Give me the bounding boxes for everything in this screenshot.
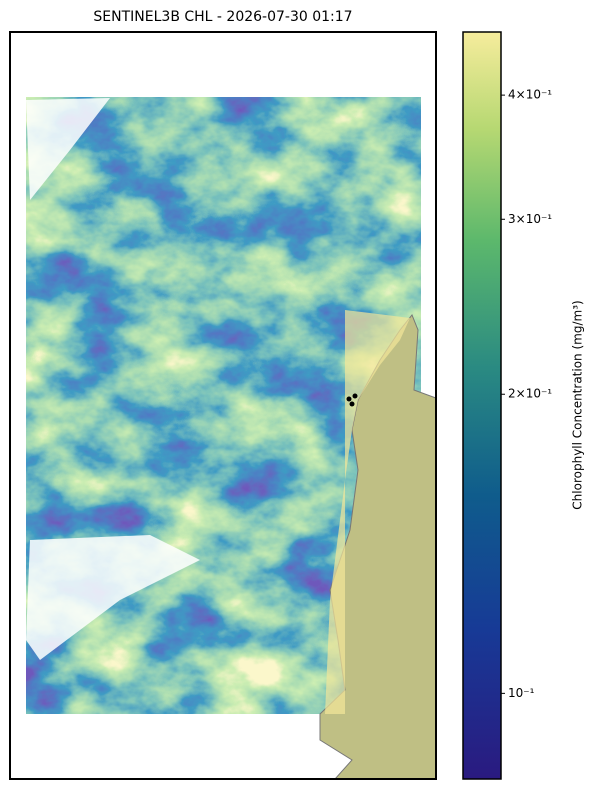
map-frame (9, 31, 437, 780)
map-title: SENTINEL3B CHL - 2026-07-30 01:17 (93, 9, 352, 25)
coastal-bloom (325, 300, 410, 714)
site-marker (352, 393, 358, 399)
colorbar-tick-label: 10⁻¹ (508, 686, 535, 700)
colorbar-tick-label: 3×10⁻¹ (508, 212, 552, 226)
cloud-mask (26, 98, 200, 660)
site-marker (349, 401, 355, 407)
map (10, 32, 436, 779)
colorbar-label: Chlorophyll Concentration (mg/m³) (571, 300, 585, 509)
colorbar-tick-label: 4×10⁻¹ (508, 88, 552, 102)
colorbar-tick-label: 2×10⁻¹ (508, 387, 552, 401)
colorbar (462, 31, 502, 780)
site-marker (346, 396, 352, 402)
